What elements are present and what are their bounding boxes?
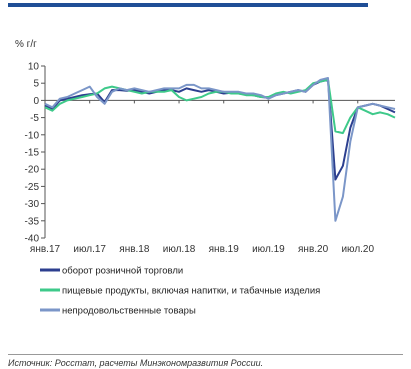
series-line-0 [44, 78, 396, 181]
legend-label: непродовольственные товары [62, 306, 196, 317]
x-tick-label: янв.18 [119, 244, 150, 255]
legend: оборот розничной торговли пищевые продукт… [40, 266, 320, 317]
y-tick-label: -15 [25, 148, 40, 159]
y-tick-label: -35 [25, 216, 40, 227]
series-line-2 [44, 77, 396, 222]
x-tick-label: июл.19 [252, 244, 285, 255]
y-tick-label: 5 [33, 79, 39, 90]
series-line-1 [44, 78, 396, 135]
y-tick-label: -10 [25, 130, 40, 141]
y-tick-label: 0 [33, 96, 39, 107]
x-tick-label: июл.17 [73, 244, 106, 255]
x-tick-label: янв.19 [209, 244, 240, 255]
y-tick-label: -30 [25, 199, 40, 210]
y-tick-label: 10 [28, 62, 40, 73]
x-tick-label: янв.20 [298, 244, 329, 255]
x-tick-label: июл.20 [341, 244, 374, 255]
legend-label: оборот розничной торговли [62, 266, 183, 277]
source-note: Источник: Росстат, расчеты Минэкономразв… [8, 354, 403, 368]
x-tick-label: янв.17 [30, 244, 61, 255]
header-rule [8, 3, 368, 7]
y-axis: 10 5 0 -5 -10 -15 -20 -25 -30 -35 -40 [25, 62, 46, 245]
x-tick-label: июл.18 [163, 244, 196, 255]
legend-label: пищевые продукты, включая напитки, и таб… [62, 286, 320, 297]
series-lines [44, 77, 396, 222]
y-tick-label: -20 [25, 165, 40, 176]
retail-turnover-chart: % г/г 10 5 0 -5 -10 -15 -20 -25 -30 -35 -40 янв.17… [15, 39, 396, 317]
y-tick-label: -40 [25, 234, 40, 245]
y-tick-label: -5 [30, 113, 39, 124]
x-axis: янв.17 июл.17 янв.18 июл.18 янв.19 июл.19 янв.… [30, 99, 395, 255]
y-unit-label: % г/г [15, 39, 37, 50]
y-tick-label: -25 [25, 182, 40, 193]
